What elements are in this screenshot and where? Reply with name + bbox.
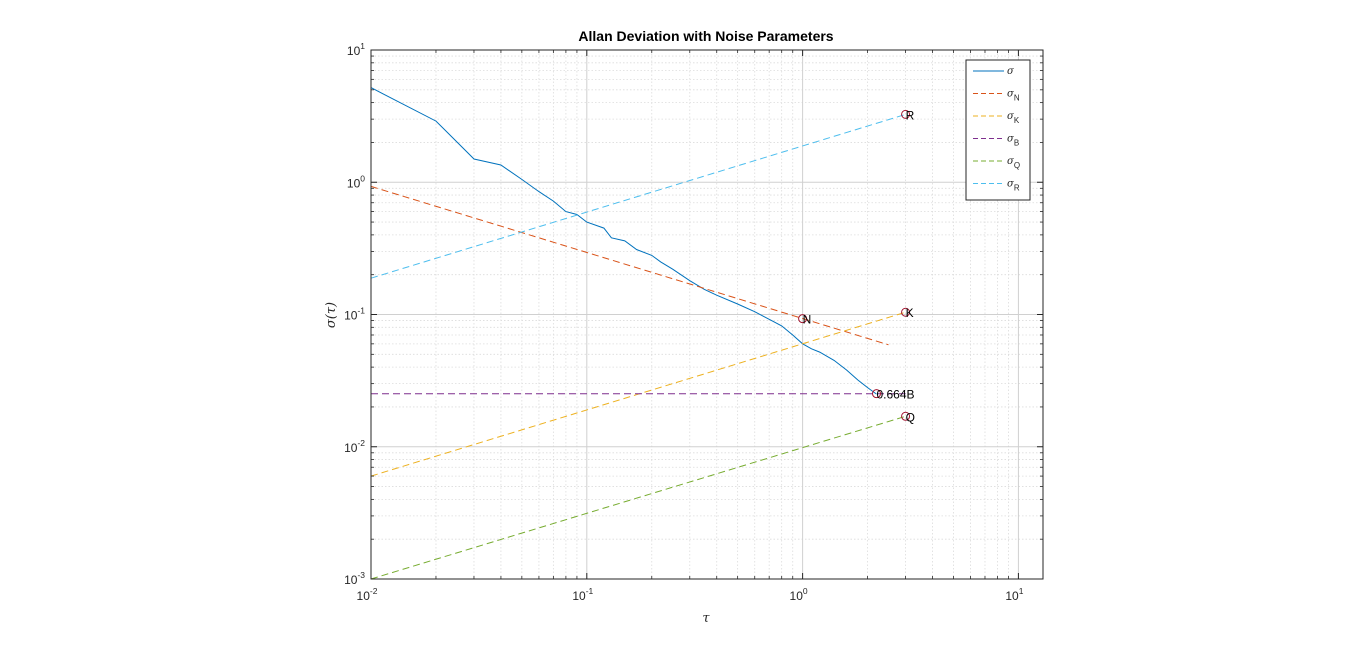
marker-label: Q <box>906 410 915 424</box>
marker-q <box>901 411 911 421</box>
x-tick-exponent: -2 <box>370 586 378 596</box>
x-tick-exponent: 1 <box>1019 586 1024 596</box>
series-layer <box>370 87 906 580</box>
marker-layer: N K 0.664B Q R <box>798 108 915 424</box>
marker-label: R <box>906 108 915 122</box>
x-tick-exponent: -1 <box>586 586 594 596</box>
y-axis-label: σ(τ) <box>324 302 339 328</box>
marker-r <box>901 109 911 119</box>
y-tick-exponent: -1 <box>357 306 365 316</box>
marker-k <box>901 307 911 317</box>
x-axis-label: τ <box>702 611 710 626</box>
marker-label: N <box>803 313 812 327</box>
legend-entry-subscript: B <box>1014 139 1019 148</box>
series-line-n <box>370 185 889 346</box>
y-tick-exponent: -3 <box>357 570 365 580</box>
legend-entry-subscript: K <box>1014 116 1020 125</box>
marker-label: 0.664B <box>877 388 915 402</box>
y-tick-exponent: -2 <box>357 438 365 448</box>
series-line-q <box>370 415 906 580</box>
marker-0664b <box>872 389 882 399</box>
y-tick-exponent: 1 <box>360 41 365 51</box>
y-tick-exponent: 0 <box>360 173 365 183</box>
marker-n <box>798 314 808 324</box>
legend-entry-label: σ <box>1007 66 1015 77</box>
legend-entry-subscript: N <box>1014 94 1020 103</box>
marker-label: K <box>906 306 914 320</box>
series-line-r <box>370 113 906 279</box>
legend-entry-subscript: R <box>1014 184 1020 193</box>
series-line-sigma <box>370 87 877 395</box>
legend-entry-subscript: Q <box>1014 161 1020 170</box>
x-tick-exponent: 0 <box>803 586 808 596</box>
chart-title: Allan Deviation with Noise Parameters <box>578 28 833 44</box>
tick-marks <box>370 49 1043 580</box>
legend-box <box>965 59 1031 201</box>
